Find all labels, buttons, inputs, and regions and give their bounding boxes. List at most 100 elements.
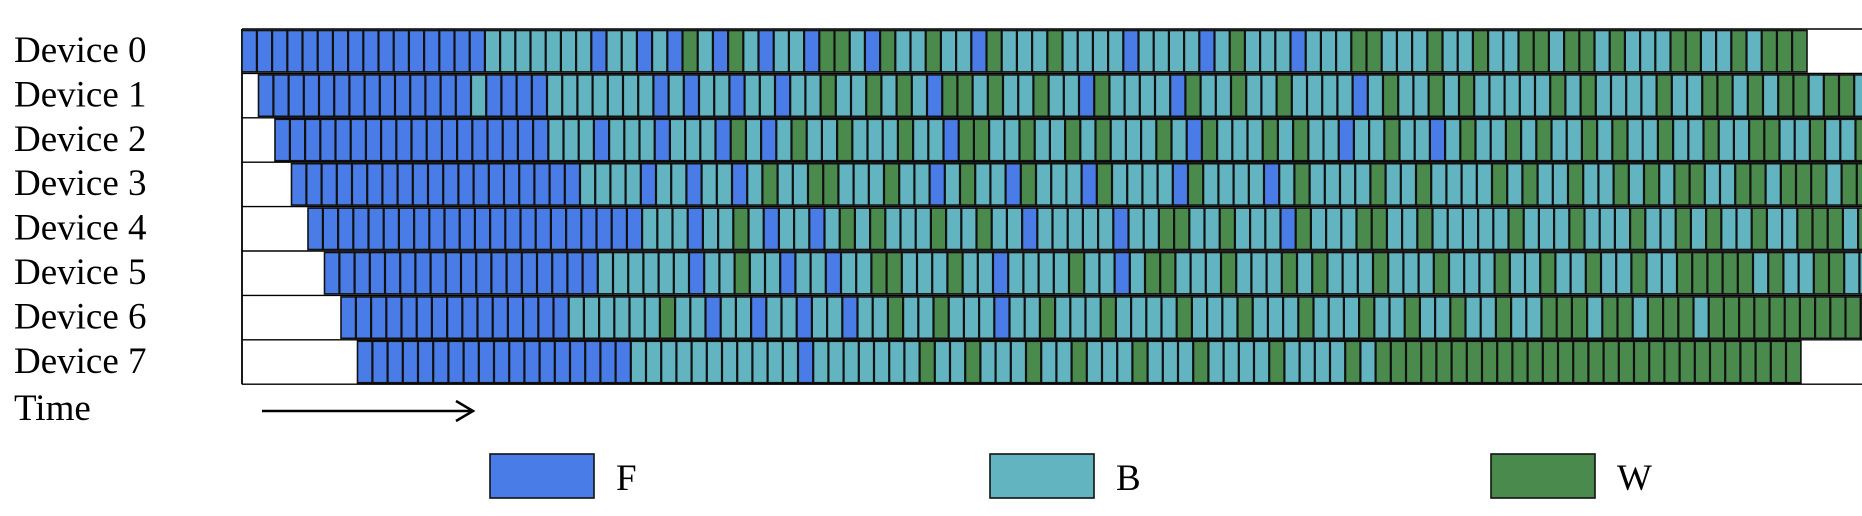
backward-block [1031,29,1048,73]
backward-block [1115,296,1132,340]
backward-block [913,162,931,206]
time-label: Time [14,388,91,429]
backward-block [1139,74,1156,118]
backward-block [1693,296,1710,340]
weight-block [1734,162,1751,206]
backward-block [948,296,965,340]
backward-block [1309,162,1326,206]
backward-block [1553,207,1570,251]
backward-block [1658,162,1675,206]
backward-block [1083,251,1100,295]
backward-block [613,296,630,340]
device-row [356,340,1802,384]
weight-block [1093,74,1110,118]
backward-block [699,118,716,162]
backward-block [1116,340,1133,384]
weight-block [1201,118,1218,162]
forward-block [1169,74,1186,118]
backward-block [1640,74,1658,118]
weight-block [1416,207,1433,251]
weight-block [1527,340,1544,384]
forward-block [531,74,548,118]
forward-block [323,251,340,295]
backward-block [592,74,609,118]
backward-block [1354,162,1371,206]
forward-block [286,29,304,73]
backward-block [1008,296,1026,340]
backward-block [608,118,625,162]
backward-block [1129,251,1146,295]
forward-block [474,207,491,251]
weight-block [1723,296,1740,340]
weight-block [1751,207,1768,251]
backward-block [1036,207,1053,251]
weight-block [1435,340,1453,384]
backward-block [1359,340,1377,384]
weight-block [1451,340,1468,384]
backward-block [1719,162,1736,206]
backward-block [1323,118,1340,162]
backward-block [1010,340,1027,384]
forward-block [516,74,533,118]
backward-block [1509,251,1526,295]
weight-block [1428,74,1445,118]
forward-block [337,207,354,251]
backward-block [1244,29,1261,73]
weight-block [1585,251,1602,295]
backward-block [1067,207,1084,251]
device-row [274,118,1862,162]
backward-block [1386,207,1403,251]
backward-block [780,296,798,340]
backward-block [706,340,723,384]
backward-block [641,207,658,251]
weight-block [869,207,886,251]
weight-block [1694,340,1711,384]
forward-block [366,162,383,206]
backward-block [1627,118,1644,162]
forward-block [333,74,350,118]
backward-block [1614,207,1631,251]
backward-block [1171,118,1188,162]
backward-block [1006,207,1023,251]
backward-block [1462,207,1479,251]
backward-block [1157,162,1174,206]
forward-block [750,296,767,340]
backward-block [1202,162,1219,206]
weight-block [1630,251,1648,295]
weight-block [1703,118,1720,162]
backward-block [1267,296,1284,340]
backward-block [1050,162,1067,206]
backward-block [623,118,640,162]
weight-block [1095,118,1112,162]
backward-block [1824,118,1841,162]
weight-block [1018,118,1036,162]
forward-block [493,340,510,384]
backward-block [1274,29,1291,73]
backward-block [1098,251,1116,295]
forward-block [431,296,448,340]
forward-block [355,296,372,340]
backward-block [1843,251,1860,295]
forward-block [864,29,881,73]
weight-block [1230,74,1247,118]
backward-block [1445,162,1463,206]
backward-block [1147,340,1164,384]
backward-block [767,340,784,384]
legend-item: F [489,453,637,499]
forward-block [590,29,607,73]
backward-block [898,162,915,206]
backward-block [1161,296,1178,340]
weight-block [930,207,947,251]
weight-block [1724,340,1741,384]
backward-block [642,251,660,295]
weight-block [1518,29,1535,73]
backward-block [880,74,898,118]
backward-block [1108,74,1126,118]
forward-block [317,29,334,73]
backward-block [866,118,884,162]
forward-block [256,29,273,73]
backward-block [1794,118,1811,162]
backward-block [691,340,708,384]
backward-block [1430,162,1447,206]
